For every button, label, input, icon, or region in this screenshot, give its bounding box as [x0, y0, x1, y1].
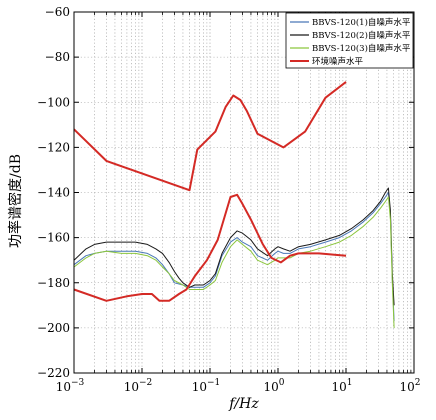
series-line-3: [73, 196, 395, 328]
x-tick-label: 10−3: [56, 378, 85, 394]
y-tick-labels: −60 −80 −100 −120 −140 −160 −180 −200 −220: [37, 5, 70, 380]
series-line-4: [73, 81, 347, 192]
legend-label: BBVS-120(2)自噪声水平: [312, 30, 411, 41]
legend: BBVS-120(1)自噪声水平 BBVS-120(2)自噪声水平 BBVS-120…: [285, 12, 414, 69]
series-line-1: [73, 192, 395, 322]
y-tick-label: −200: [37, 321, 70, 335]
x-tick-label: 101: [331, 378, 352, 394]
y-tick-label: −100: [37, 95, 70, 109]
y-tick-label: −160: [37, 231, 70, 245]
x-tick-label: 10−1: [192, 378, 221, 394]
legend-label: BBVS-120(3)自噪声水平: [312, 43, 411, 54]
y-tick-label: −180: [37, 276, 70, 290]
x-axis-title: f/Hz: [228, 396, 259, 412]
series-line-5: [73, 193, 347, 302]
series-layer: [73, 81, 395, 328]
y-tick-label: −140: [37, 186, 70, 200]
x-tick-label: 102: [399, 378, 420, 394]
y-axis-title: 功率谱密度/dB: [7, 154, 24, 248]
legend-label: 环境噪声水平: [312, 56, 364, 67]
y-tick-label: −80: [45, 50, 70, 64]
legend-label: BBVS-120(1)自噪声水平: [312, 17, 411, 28]
y-tick-label: −220: [37, 366, 70, 380]
grid-lines: [74, 12, 414, 373]
x-tick-label: 10−2: [124, 378, 153, 394]
y-tick-label: −60: [45, 5, 70, 19]
x-tick-label: 100: [263, 378, 284, 394]
y-tick-label: −120: [37, 140, 70, 154]
series-line-2: [73, 187, 395, 306]
x-tick-labels: 10−3 10−2 10−1 100 101 102: [56, 378, 421, 394]
